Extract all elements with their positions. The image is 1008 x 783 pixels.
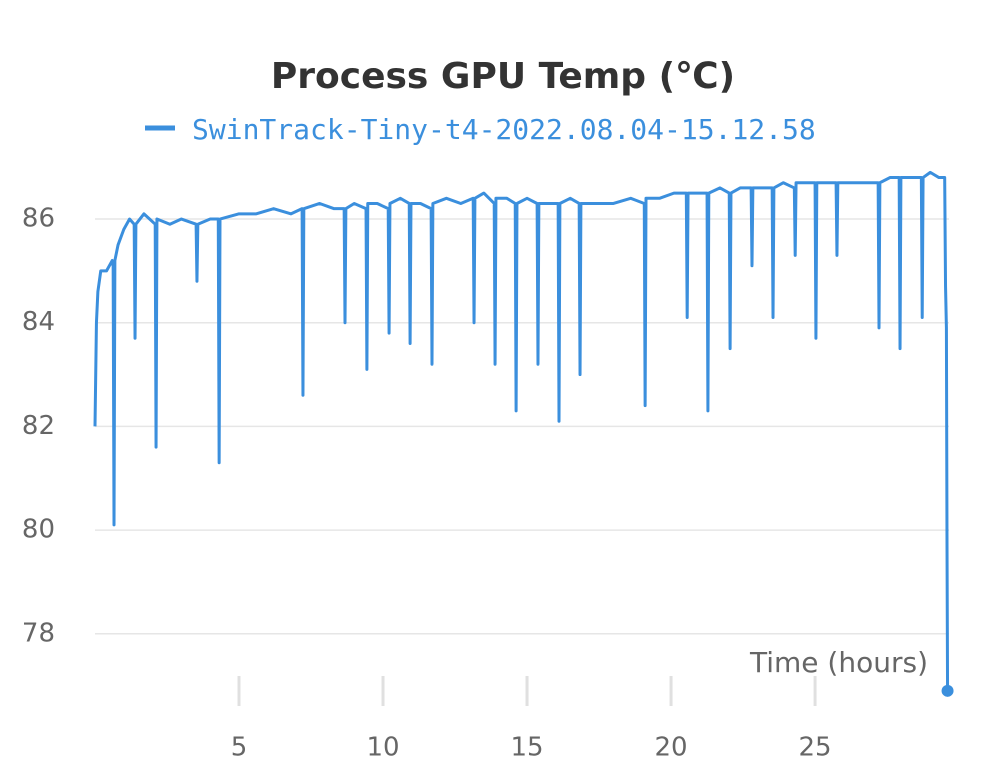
chart-title: Process GPU Temp (℃) — [271, 56, 735, 97]
x-tick-label: 10 — [366, 733, 399, 763]
y-tick-label: 86 — [22, 204, 55, 234]
x-tick-label: 25 — [799, 733, 832, 763]
x-axis-title: Time (hours) — [749, 646, 928, 679]
x-tick-label: 5 — [231, 733, 248, 763]
x-tick-label: 15 — [510, 733, 543, 763]
y-tick-label: 82 — [22, 411, 55, 441]
legend-label: SwinTrack-Tiny-t4-2022.08.04-15.12.58 — [192, 113, 816, 146]
series-line — [93, 170, 950, 691]
y-tick-label: 80 — [22, 515, 55, 545]
y-tick-label: 78 — [22, 618, 55, 648]
x-tick-label: 20 — [655, 733, 688, 763]
end-point — [941, 684, 954, 697]
y-tick-label: 84 — [22, 307, 55, 337]
